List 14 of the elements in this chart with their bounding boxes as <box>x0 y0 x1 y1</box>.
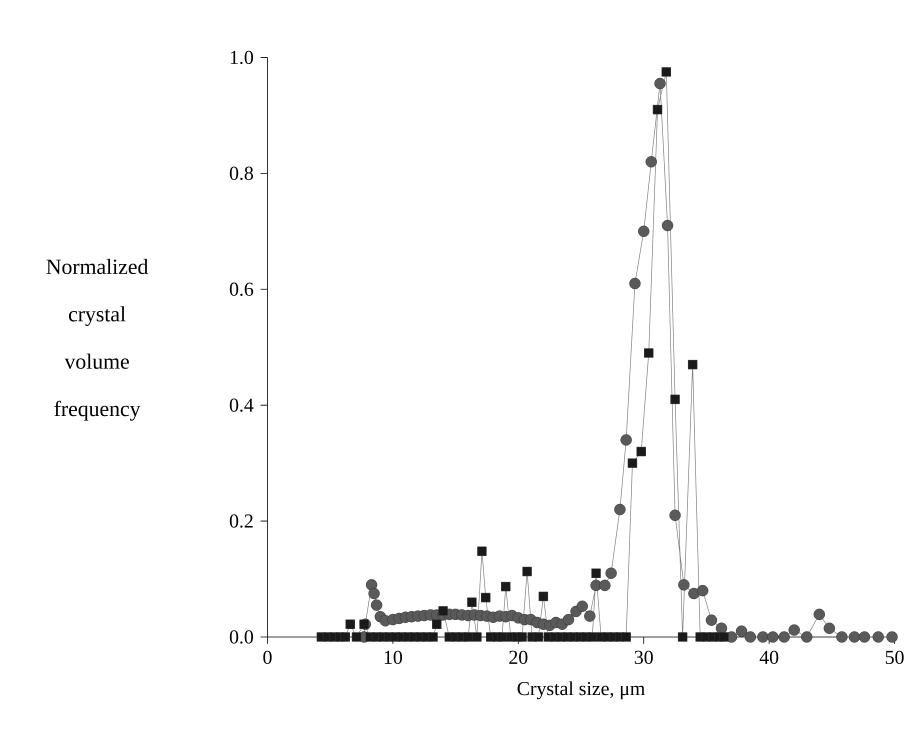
y-tick-label: 0.2 <box>230 514 253 528</box>
y-tick-label: 0.4 <box>230 398 254 412</box>
y-tick-label: 0.8 <box>230 166 254 180</box>
x-tick-label: 10 <box>384 650 402 664</box>
y-tick-label: 1.0 <box>230 50 254 64</box>
x-tick-label: 0 <box>263 650 272 664</box>
x-tick-label: 50 <box>886 650 904 664</box>
x-tick-label: 20 <box>509 650 528 664</box>
y-tick-label: 0.6 <box>230 282 254 296</box>
x-tick-label: 30 <box>634 650 653 664</box>
x-tick-label: 40 <box>760 650 778 664</box>
text: Normalized crystal volume frequency <box>46 258 148 421</box>
x-axis-title: Crystal size, μm <box>518 681 645 700</box>
y-tick-label: 0.0 <box>230 630 254 644</box>
